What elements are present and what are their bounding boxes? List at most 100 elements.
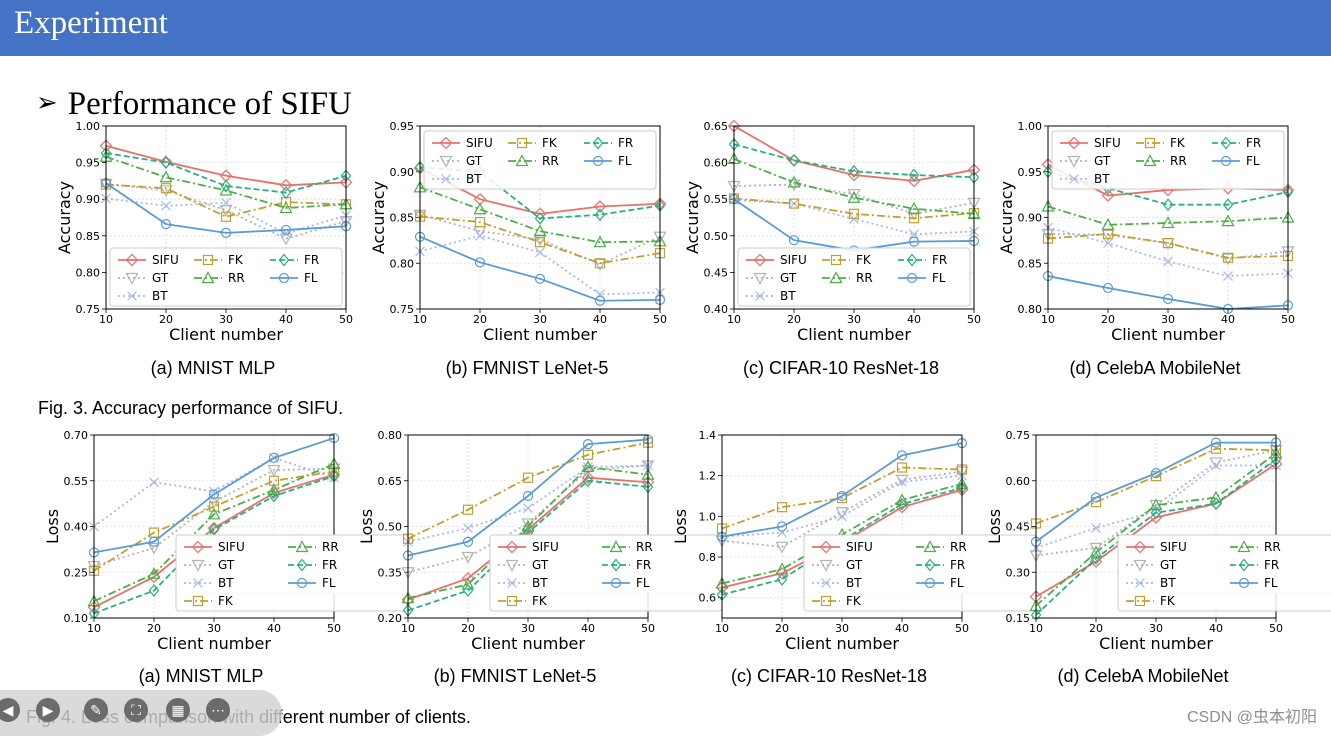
prev-arrow-icon[interactable]: ◀ xyxy=(0,698,20,722)
series-line-BT xyxy=(1047,226,1289,277)
y-axis-label: Loss xyxy=(43,509,62,544)
series-line-FK xyxy=(1035,447,1277,525)
series-line-BT xyxy=(407,464,649,543)
legend-marker-SIFU xyxy=(753,253,767,267)
legend-label-BT: BT xyxy=(532,576,548,590)
data-point-GT xyxy=(775,541,789,554)
x-tick-label: 40 xyxy=(267,622,281,635)
x-tick-label: 40 xyxy=(593,313,607,326)
data-point-RR xyxy=(207,507,221,520)
data-point-FR xyxy=(908,168,920,182)
series-line-FK xyxy=(419,215,661,265)
legend-label-RR: RR xyxy=(322,540,339,554)
section-title: Performance of SIFU xyxy=(67,86,352,122)
legend-label-FR: FR xyxy=(618,136,633,150)
data-point-SIFU xyxy=(461,572,475,585)
chart-title: (d) CelebA MobileNet xyxy=(1057,666,1228,686)
data-point-FL xyxy=(776,521,788,532)
y-tick-label: 0.50 xyxy=(704,230,729,243)
y-tick-label: 1.2 xyxy=(699,470,717,483)
data-point-RR xyxy=(461,577,475,590)
legend-marker-BT xyxy=(441,174,451,184)
legend-marker-RR xyxy=(201,271,215,284)
x-tick-label: 20 xyxy=(775,622,789,635)
legend-label-RR: RR xyxy=(950,540,967,554)
chart-loss-mnist: 10 20 30 40 50 0.10 0.25 0.40 0.55 0.70 Client num… xyxy=(43,429,409,686)
data-point-FR xyxy=(1030,608,1042,622)
data-point-RR xyxy=(473,202,487,215)
data-point-SIFU xyxy=(1101,189,1115,202)
series-line-BT xyxy=(733,199,975,236)
series-line-SIFU xyxy=(105,144,347,187)
legend-label-FR: FR xyxy=(950,558,965,572)
legend-marker-RR xyxy=(923,540,937,553)
x-tick-label: 40 xyxy=(581,622,595,635)
section-heading: ➢ Performance of SIFU xyxy=(36,86,352,123)
data-point-FL xyxy=(1090,492,1102,503)
legend-marker-FK xyxy=(202,254,214,266)
series-line-FK xyxy=(721,466,963,530)
y-tick-label: 1.0 xyxy=(699,510,717,523)
series-line-RR xyxy=(105,155,347,209)
plot-frame xyxy=(1035,434,1277,619)
data-point-FL xyxy=(582,439,594,450)
data-point-FK xyxy=(208,501,220,512)
legend-marker-FL xyxy=(610,577,622,589)
data-point-FR xyxy=(88,606,100,620)
zoom-icon[interactable]: ⛶ xyxy=(124,698,148,722)
legend-label-RR: RR xyxy=(542,154,559,168)
series-line-GT xyxy=(105,182,347,240)
data-point-FK xyxy=(534,237,546,248)
data-point-FK xyxy=(1162,238,1174,249)
data-point-GT xyxy=(593,259,607,271)
series-line-FR xyxy=(1035,458,1277,616)
data-point-FK xyxy=(776,502,788,513)
fig3-caption: Fig. 3. Accuracy performance of SIFU. xyxy=(38,398,344,418)
slide-title: Experiment xyxy=(14,5,168,41)
legend: SIFU GT BT FK RR FR FL xyxy=(737,247,971,307)
data-point-FR xyxy=(776,572,788,586)
next-arrow-icon[interactable]: ▶ xyxy=(36,698,60,722)
legend: SIFU GT BT FK RR FR FL xyxy=(1051,130,1285,190)
data-point-BT xyxy=(1223,271,1233,281)
data-point-FL xyxy=(534,273,546,284)
legend-label-RR: RR xyxy=(856,271,873,285)
chart-acc-celeba: 10 20 30 40 50 0.80 0.85 0.90 0.95 1.00 Client num… xyxy=(997,120,1295,378)
data-point-BT xyxy=(1091,523,1101,533)
legend-label-RR: RR xyxy=(1170,154,1187,168)
y-tick-label: 0.40 xyxy=(704,303,729,316)
data-point-BT xyxy=(149,477,159,488)
legend-marker-FK xyxy=(830,254,842,266)
legend-marker-BT xyxy=(193,578,203,588)
data-point-SIFU xyxy=(279,178,293,192)
legend-label-FL: FL xyxy=(322,576,336,590)
title-banner: Experiment xyxy=(0,0,1331,56)
data-point-BT xyxy=(475,230,485,241)
series-line-FK xyxy=(407,441,649,540)
x-tick-label: 10 xyxy=(99,313,113,326)
data-point-BT xyxy=(1211,460,1221,471)
grid-icon[interactable]: ▦ xyxy=(166,698,190,722)
data-point-FR xyxy=(268,489,280,503)
legend-label-BT: BT xyxy=(466,172,482,186)
series-line-FR xyxy=(93,475,335,615)
data-point-FR xyxy=(1150,506,1162,520)
x-tick-label: 50 xyxy=(1269,622,1283,635)
chart-title: (a) MNIST MLP xyxy=(151,358,276,378)
data-point-GT xyxy=(1089,542,1103,555)
data-point-FK xyxy=(788,198,800,209)
legend-marker-FR xyxy=(278,253,290,267)
more-icon[interactable]: ⋯ xyxy=(206,698,230,722)
x-tick-label: 20 xyxy=(787,313,801,326)
data-point-FK xyxy=(848,208,860,219)
series-line-BT xyxy=(419,234,661,296)
legend-marker-FR xyxy=(592,136,604,150)
data-point-FR xyxy=(594,208,606,222)
y-tick-label: 0.85 xyxy=(1018,257,1043,270)
legend-label-FR: FR xyxy=(636,558,651,572)
pen-icon[interactable]: ✎ xyxy=(84,698,108,722)
x-tick-label: 50 xyxy=(1281,313,1295,326)
x-axis-label: Client number xyxy=(785,634,899,653)
data-point-BT xyxy=(463,523,473,533)
data-point-FR xyxy=(148,584,160,597)
